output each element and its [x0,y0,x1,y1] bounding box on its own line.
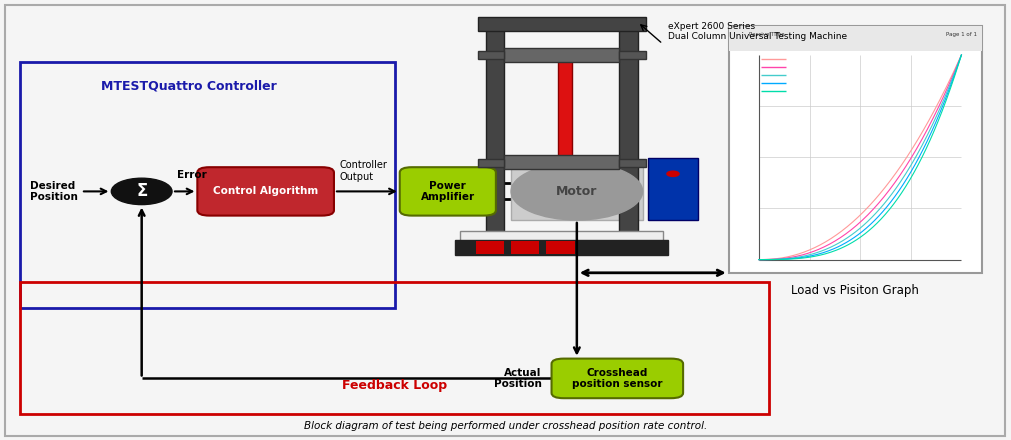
FancyBboxPatch shape [551,359,682,398]
FancyBboxPatch shape [647,158,698,220]
Text: Error: Error [177,170,206,180]
Text: MTESTQuattro Controller: MTESTQuattro Controller [101,79,277,92]
FancyBboxPatch shape [197,167,334,216]
FancyBboxPatch shape [503,48,619,62]
Text: Load vs Pisiton Graph: Load vs Pisiton Graph [791,284,918,297]
FancyBboxPatch shape [619,51,645,59]
FancyBboxPatch shape [475,241,503,254]
Text: Page 1 of 1: Page 1 of 1 [944,32,976,37]
FancyBboxPatch shape [477,159,503,167]
Text: Passive Time: Passive Time [748,32,784,37]
FancyBboxPatch shape [399,167,495,216]
Text: Desired
Position: Desired Position [30,180,78,202]
FancyBboxPatch shape [477,17,645,31]
FancyBboxPatch shape [546,241,574,254]
FancyBboxPatch shape [477,51,503,59]
Text: Feedback Loop: Feedback Loop [342,378,447,392]
Text: Crosshead
position sensor: Crosshead position sensor [571,367,662,389]
Text: Block diagram of test being performed under crosshead position rate control.: Block diagram of test being performed un… [304,421,707,431]
FancyBboxPatch shape [511,241,539,254]
Circle shape [511,163,642,220]
FancyBboxPatch shape [557,57,571,165]
FancyBboxPatch shape [455,240,667,255]
FancyBboxPatch shape [619,159,645,167]
Text: Actual
Position: Actual Position [493,367,541,389]
Circle shape [111,178,172,205]
FancyBboxPatch shape [728,26,981,51]
Text: Controller
Output: Controller Output [339,160,386,182]
FancyBboxPatch shape [728,26,981,273]
FancyBboxPatch shape [5,5,1004,436]
FancyBboxPatch shape [460,231,662,242]
Text: Control Algorithm: Control Algorithm [212,187,318,196]
Text: Power
Amplifier: Power Amplifier [421,180,474,202]
Text: $\mathbf{\Sigma}$: $\mathbf{\Sigma}$ [135,183,148,200]
Circle shape [666,171,678,176]
FancyBboxPatch shape [619,18,637,233]
Text: eXpert 2600 Series
Dual Column Universal Testing Machine: eXpert 2600 Series Dual Column Universal… [667,22,846,41]
Text: Motor: Motor [556,185,596,198]
FancyBboxPatch shape [485,18,503,233]
FancyBboxPatch shape [503,155,619,169]
FancyBboxPatch shape [511,163,642,220]
